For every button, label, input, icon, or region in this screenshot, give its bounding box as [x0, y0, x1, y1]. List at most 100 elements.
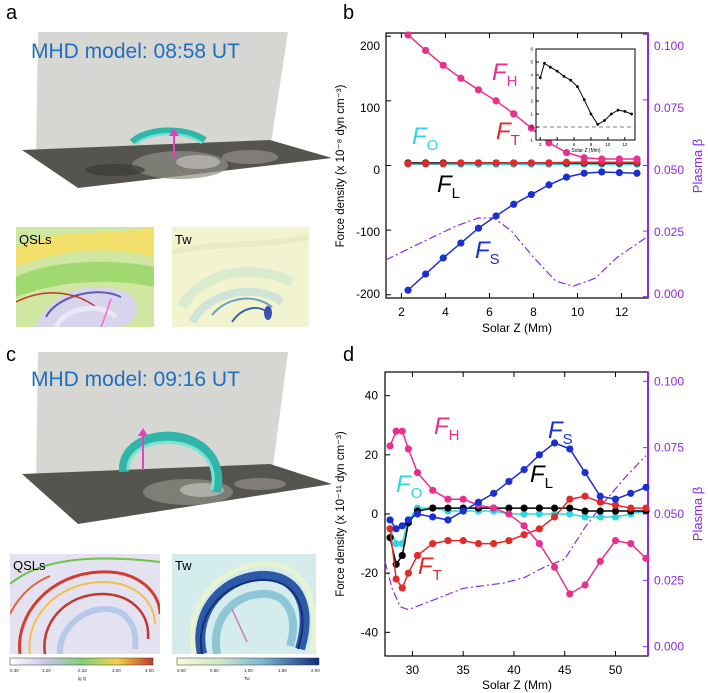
panel-a-letter: a [6, 2, 18, 24]
inset-x-tick: 8 [590, 142, 593, 147]
tw-tick: 0.50 [210, 668, 219, 673]
data-point-FT [398, 584, 406, 592]
y-tick-label: 0 [373, 163, 380, 177]
y-tick-label: -200 [356, 287, 380, 301]
data-point-FL [581, 507, 589, 515]
y2-tick-label: 0.100 [654, 39, 684, 53]
y-tick-label: -40 [361, 625, 379, 639]
inset-x-tick: 2 [539, 142, 542, 147]
panel-a-title: MHD model: 08:58 UT [31, 40, 240, 63]
data-point-FS [615, 169, 623, 177]
x-tick-label: 40 [507, 663, 521, 677]
data-point-FS [490, 489, 498, 497]
x-tick-label: 6 [486, 305, 493, 319]
data-point-FO [581, 513, 589, 521]
y2-tick-label: 0.075 [654, 441, 684, 455]
y-axis-label: Force density (x 10⁻¹¹ dyn cm⁻³) [335, 431, 347, 597]
data-point-FH [642, 554, 650, 562]
data-point-FH [566, 590, 574, 598]
panel-a-tw-label: Tw [175, 232, 192, 247]
series-line-FH [389, 430, 647, 595]
inset-y-tick: 1 [530, 112, 533, 117]
y-tick-label: 200 [360, 39, 380, 53]
data-point-FO [566, 510, 574, 518]
inset-y-tick: -1 [529, 138, 533, 143]
data-point-FH [598, 155, 606, 163]
data-point-FS [520, 466, 528, 474]
inset-data-point [548, 65, 552, 69]
data-point-FH [611, 537, 620, 545]
y2-tick-label: 0.100 [654, 374, 684, 388]
data-point-FT [535, 525, 543, 533]
data-point-FT [596, 498, 604, 506]
x-axis-label: Solar Z (Mm) [482, 321, 552, 335]
tw-label: Tw [244, 676, 251, 681]
inset-y-tick: 5 [530, 60, 533, 65]
data-point-FT [474, 159, 483, 167]
inset-data-point [603, 119, 606, 122]
label-FS: FS [475, 237, 500, 268]
y2-tick-label: 0.025 [654, 573, 684, 587]
data-point-FH [580, 154, 588, 162]
panel-b-letter: b [343, 2, 355, 24]
data-point-FH [398, 427, 406, 435]
data-point-FT [505, 537, 513, 545]
y2-tick-label: 0.075 [654, 101, 684, 115]
y-tick-label: 100 [360, 101, 380, 115]
inset-x-tick: 10 [605, 142, 611, 147]
back-wall [36, 352, 288, 484]
data-point-FS [474, 498, 483, 506]
x-tick-label: 12 [615, 305, 629, 319]
inset-data-point [616, 108, 620, 112]
lgq-tick: 0.30 [10, 668, 19, 673]
panel-a-tw-map [172, 227, 309, 327]
data-point-FS [422, 270, 430, 278]
data-point-FH [633, 155, 641, 163]
data-point-FS [444, 516, 452, 524]
inset-data-point [543, 61, 546, 65]
data-point-FH [562, 148, 571, 157]
data-point-FO [535, 510, 543, 518]
data-point-FS [627, 489, 635, 497]
data-point-FS [566, 445, 574, 453]
label-FL: FL [437, 171, 460, 202]
y-tick-label: 20 [365, 448, 379, 462]
data-point-FH [404, 445, 412, 453]
data-point-FS [535, 451, 543, 459]
tw-colorbar [176, 657, 320, 666]
data-point-FT [562, 158, 571, 166]
y2-tick-label: 0.025 [654, 225, 684, 239]
data-point-FL [520, 504, 528, 512]
data-point-FS [429, 513, 437, 521]
inset-data-point [589, 112, 593, 116]
data-point-FL [550, 504, 559, 512]
inset-data-point [555, 69, 559, 73]
inset-data-point [609, 112, 613, 116]
data-point-FL [386, 534, 394, 542]
x-tick-label: 10 [571, 305, 585, 319]
label-FH: FH [492, 59, 518, 90]
data-point-FT [404, 159, 412, 168]
inset-x-tick: 6 [573, 142, 576, 147]
data-point-FH [413, 468, 422, 477]
data-point-FS [459, 507, 467, 515]
data-point-FL [611, 507, 620, 515]
data-point-FH [429, 486, 437, 494]
data-point-FO [392, 539, 400, 548]
data-point-FS [527, 190, 535, 199]
data-point-FT [527, 159, 535, 167]
data-point-FS [505, 477, 513, 486]
label-FL: FL [530, 461, 553, 492]
data-point-FS [398, 522, 406, 530]
data-point-FS [545, 181, 553, 189]
data-point-FT [490, 539, 498, 548]
data-point-FT [386, 525, 394, 533]
y2-tick-label: 0.050 [654, 163, 684, 177]
data-point-FT [422, 159, 430, 168]
inset-data-point [576, 85, 579, 89]
x-tick-label: 50 [609, 663, 623, 677]
data-point-FT [545, 159, 553, 167]
flux-rope [118, 431, 223, 493]
data-point-FT [439, 159, 447, 168]
data-point-FH [492, 97, 500, 105]
